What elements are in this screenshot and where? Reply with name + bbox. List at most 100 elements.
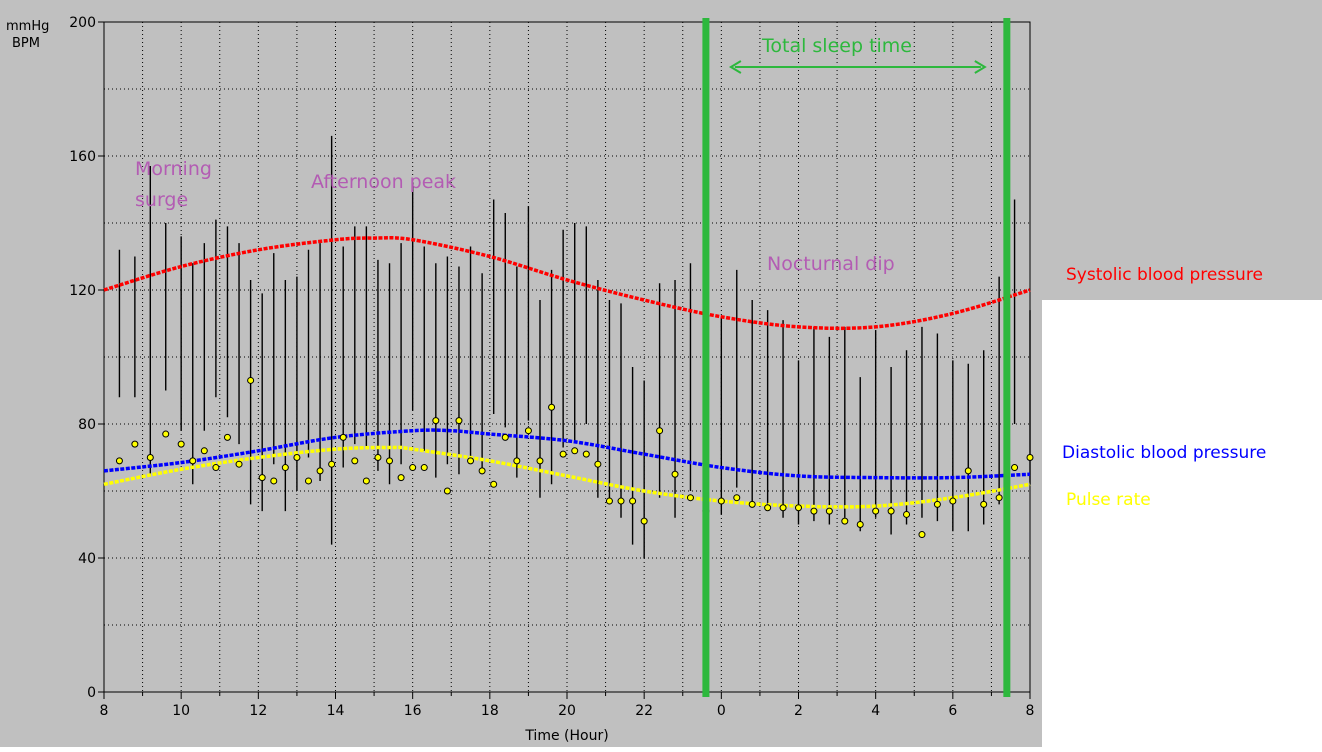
pulse-dot <box>432 417 440 425</box>
annotation-nocturnal-dip: Nocturnal dip <box>767 253 895 275</box>
pulse-dot <box>270 477 278 485</box>
pulse-dot <box>189 457 197 465</box>
pulse-dot <box>1011 464 1019 472</box>
pulse-curve <box>103 445 1031 509</box>
pulse-dot <box>795 504 802 512</box>
pulse-dot <box>594 460 602 468</box>
sleep-time-label: Total sleep time <box>761 35 912 57</box>
pulse-dot <box>918 531 926 539</box>
x-tick-label: 10 <box>172 703 190 719</box>
pulse-dot <box>764 504 772 512</box>
pulse-dot <box>304 477 312 485</box>
pulse-dot <box>686 494 694 502</box>
pulse-dot <box>281 464 289 472</box>
pulse-dot <box>293 454 301 461</box>
pulse-dot <box>162 430 170 438</box>
pulse-dot <box>933 500 941 508</box>
pulse-dot <box>258 474 266 482</box>
pulse-dot <box>513 457 521 465</box>
pulse-dot <box>420 464 428 472</box>
y-axis-unit-mmhg: mmHg <box>6 19 49 34</box>
pulse-dot <box>524 427 532 435</box>
x-tick-label: 6 <box>948 703 957 719</box>
pulse-dot <box>825 507 833 515</box>
pulse-dot <box>478 467 486 475</box>
y-axis-unit-bpm: BPM <box>12 36 40 51</box>
y-tick-label: 80 <box>78 417 96 433</box>
pulse-dot <box>177 440 185 448</box>
pulse-dot <box>980 500 988 508</box>
pulse-dot <box>810 507 818 515</box>
pulse-dot <box>748 500 756 508</box>
pulse-dot <box>146 454 154 461</box>
pulse-dot <box>733 494 741 502</box>
annotation-morning-surge-line1: Morning <box>135 158 212 180</box>
pulse-dot <box>536 457 544 465</box>
pulse-dot <box>467 457 475 465</box>
pulse-dots <box>115 376 1034 539</box>
pulse-dot <box>640 517 648 525</box>
pulse-dot <box>409 464 417 472</box>
pulse-dot <box>351 457 359 465</box>
pulse-dot <box>995 494 1003 502</box>
pulse-dot <box>656 427 664 435</box>
x-tick-label: 8 <box>100 703 109 719</box>
pulse-dot <box>386 457 394 465</box>
x-tick-label: 16 <box>404 703 422 719</box>
pulse-dot <box>571 447 579 455</box>
pulse-dot <box>856 521 864 528</box>
pulse-dot <box>443 487 451 495</box>
legend: Systolic blood pressure Diastolic blood … <box>1062 265 1266 510</box>
pulse-dot <box>490 480 498 488</box>
x-tick-label: 8 <box>1026 703 1035 719</box>
measurement-bars <box>118 135 1031 558</box>
pulse-dot <box>671 470 679 478</box>
annotations: Morning surge Afternoon peak Nocturnal d… <box>135 35 912 275</box>
pulse-dot <box>779 504 787 512</box>
pulse-dot <box>328 460 336 468</box>
y-tick-label: 200 <box>69 15 96 31</box>
x-tick-label: 14 <box>327 703 345 719</box>
x-tick-label: 2 <box>794 703 803 719</box>
pulse-dot <box>362 477 370 485</box>
y-tick-label: 40 <box>78 551 96 567</box>
pulse-dot <box>212 464 220 472</box>
x-tick-label: 4 <box>871 703 880 719</box>
pulse-dot <box>548 403 556 411</box>
systolic-curve <box>103 236 1031 331</box>
pulse-dot <box>872 507 880 515</box>
annotation-morning-surge-line2: surge <box>135 189 188 211</box>
y-tick-label: 120 <box>69 283 96 299</box>
pulse-dot <box>559 450 567 458</box>
pulse-dot <box>235 460 243 468</box>
pulse-dot <box>247 376 255 384</box>
x-tick-label: 22 <box>635 703 653 719</box>
y-tick-label: 0 <box>87 685 96 701</box>
sleep-markers <box>702 18 1011 697</box>
legend-pulse: Pulse rate <box>1066 490 1151 510</box>
pulse-dot <box>223 433 231 441</box>
pulse-dot <box>455 417 463 425</box>
pulse-dot <box>374 454 382 461</box>
x-tick-label: 18 <box>481 703 499 719</box>
pulse-dot <box>949 497 957 505</box>
pulse-dot <box>582 450 590 458</box>
x-tick-label: 20 <box>558 703 576 719</box>
pulse-dot <box>115 457 123 465</box>
legend-diastolic: Diastolic blood pressure <box>1062 443 1266 463</box>
pulse-dot <box>316 467 324 475</box>
legend-systolic: Systolic blood pressure <box>1066 265 1263 285</box>
pulse-dot <box>339 433 347 441</box>
x-tick-label: 12 <box>249 703 267 719</box>
pulse-dot <box>887 507 895 515</box>
diastolic-curve <box>103 428 1031 480</box>
pulse-dot <box>131 440 139 448</box>
pulse-dot <box>717 497 725 505</box>
pulse-dot <box>841 517 849 525</box>
pulse-dot <box>605 497 613 505</box>
sleep-arrow-head-right <box>974 60 987 74</box>
pulse-dot <box>617 497 625 505</box>
pulse-dot <box>200 447 208 455</box>
